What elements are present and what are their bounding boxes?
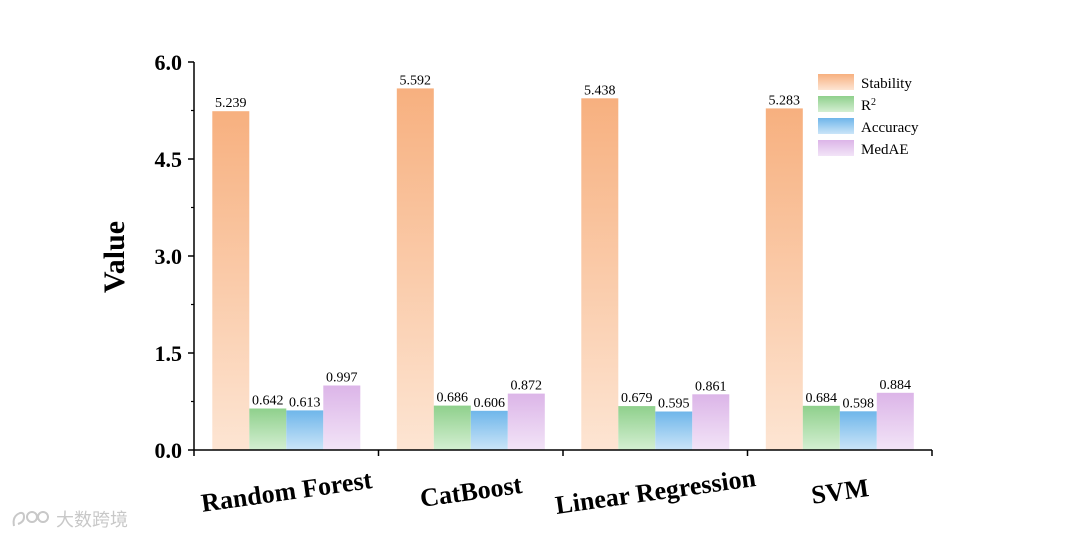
y-axis-title: Value <box>98 221 131 293</box>
watermark: 大数跨境 <box>10 506 128 532</box>
bar-medae-1 <box>507 393 545 450</box>
bar-stability-0 <box>212 111 250 450</box>
data-labels-layer: 5.239 0.642 0.613 0.997 5.592 0.686 0.606 0.872… <box>215 73 911 411</box>
bar-accuracy-1 <box>470 410 508 450</box>
data-label: 0.642 <box>252 394 284 409</box>
data-label: 5.592 <box>400 73 432 88</box>
data-label: 5.438 <box>584 83 616 98</box>
legend-swatch-accuracy <box>818 118 854 134</box>
y-tick-label: 3.0 <box>155 244 183 269</box>
y-tick-label: 1.5 <box>155 341 183 366</box>
bars-layer <box>212 88 914 451</box>
legend-label: MedAE <box>861 142 909 158</box>
y-tick-label: 6.0 <box>155 50 183 75</box>
legend-label: R2 <box>861 97 876 115</box>
bar-accuracy-0 <box>286 410 324 450</box>
bar-accuracy-2 <box>655 411 693 450</box>
bar-r-0 <box>249 408 287 450</box>
bar-accuracy-3 <box>839 411 877 450</box>
data-label: 0.861 <box>695 379 727 394</box>
legend-swatch-r <box>818 96 854 112</box>
bar-medae-0 <box>323 385 361 450</box>
watermark-text: 大数跨境 <box>56 510 128 531</box>
y-tick-label: 4.5 <box>155 147 183 172</box>
data-label: 0.613 <box>289 395 321 410</box>
data-label: 0.598 <box>843 396 875 411</box>
legend-label: Accuracy <box>861 120 919 136</box>
data-label: 5.283 <box>769 93 801 108</box>
data-label: 0.997 <box>326 371 358 386</box>
data-label: 0.884 <box>880 378 912 393</box>
category-label: Random Forest <box>199 465 374 518</box>
legend-swatch-stability <box>818 74 854 90</box>
bar-stability-2 <box>581 98 619 451</box>
bar-medae-2 <box>692 394 730 450</box>
bar-r-2 <box>618 406 656 450</box>
category-label: CatBoost <box>418 470 524 513</box>
bar-r-1 <box>433 405 471 450</box>
data-label: 0.679 <box>621 391 653 406</box>
data-label: 0.595 <box>658 397 690 412</box>
legend: Stability R2 Accuracy MedAE <box>818 74 919 158</box>
bar-medae-3 <box>876 392 914 450</box>
data-label: 0.686 <box>437 391 469 406</box>
data-label: 0.872 <box>511 379 543 394</box>
legend-swatch-medae <box>818 140 854 156</box>
category-label: SVM <box>809 473 870 510</box>
data-label: 0.684 <box>806 391 838 406</box>
category-label: Linear Regression <box>553 463 758 520</box>
y-tick-label: 0.0 <box>155 438 183 463</box>
data-label: 5.239 <box>215 96 247 111</box>
bar-stability-1 <box>396 88 434 451</box>
brand-logo-icon <box>12 511 49 527</box>
bar-r-3 <box>802 405 840 450</box>
axes: Random Forest CatBoost Linear Regression SV… <box>155 50 933 520</box>
data-label: 0.606 <box>474 396 506 411</box>
legend-label: Stability <box>861 76 912 92</box>
bar-stability-3 <box>765 108 803 451</box>
